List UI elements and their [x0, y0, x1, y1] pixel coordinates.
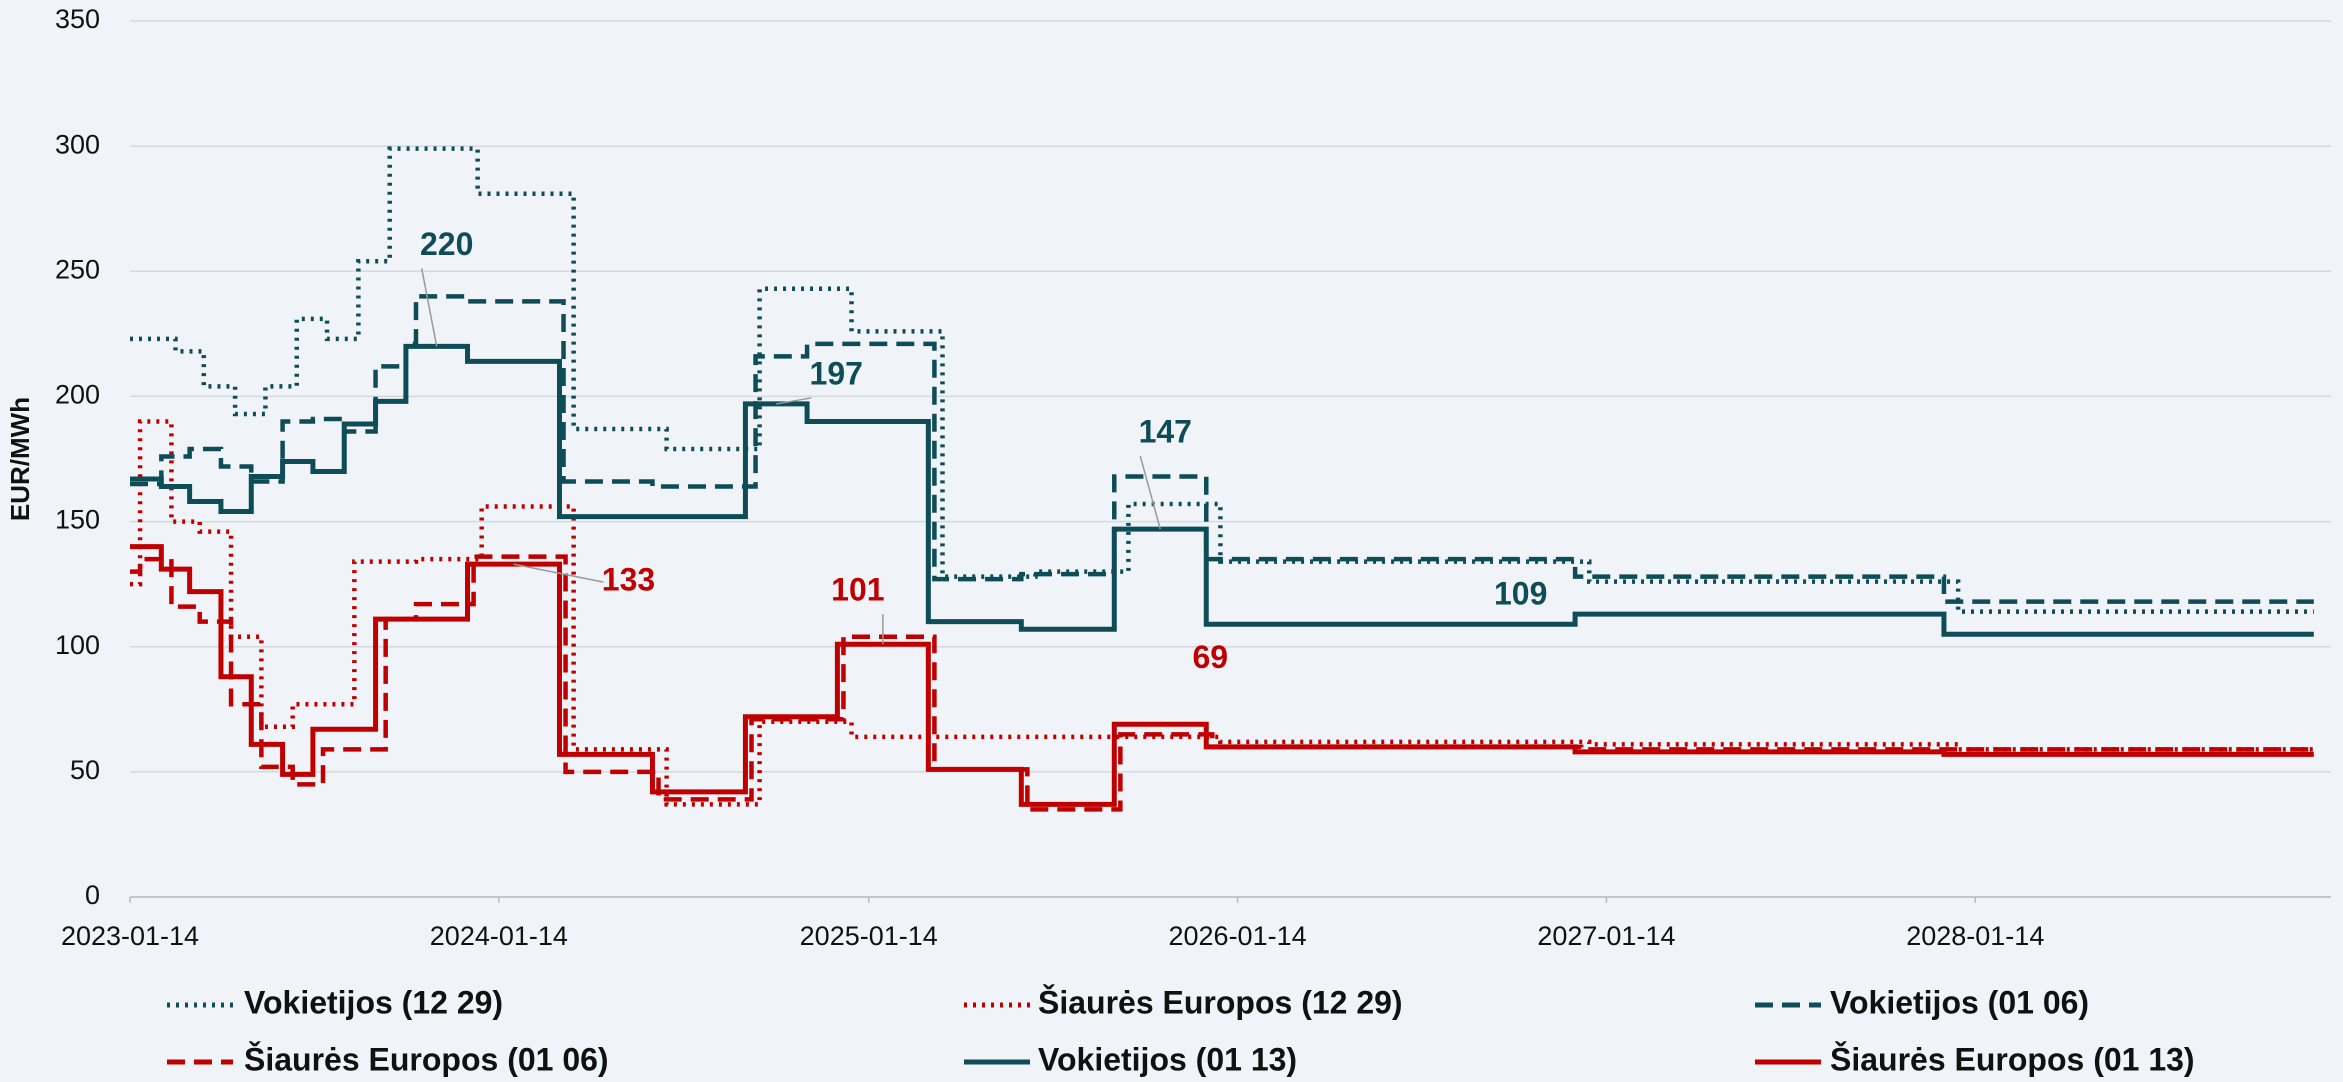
y-tick-label: 350 — [55, 4, 100, 34]
y-tick-label: 300 — [55, 129, 100, 159]
x-tick-label: 2024-01-14 — [430, 921, 568, 951]
data-label: 133 — [602, 562, 655, 598]
y-tick-label: 200 — [55, 380, 100, 410]
data-label: 109 — [1494, 576, 1547, 612]
data-label: 197 — [810, 355, 863, 391]
legend-label: Vokietijos (01 13) — [1038, 1041, 1297, 1077]
series-line — [130, 343, 2314, 637]
legend-label: Šiaurės Europos (01 13) — [1830, 1041, 2195, 1077]
x-tick-label: 2025-01-14 — [800, 921, 938, 951]
series-line — [130, 544, 2314, 807]
legend-label: Šiaurės Europos (12 29) — [1038, 984, 1403, 1020]
data-label: 147 — [1139, 414, 1192, 450]
annotation-leader — [420, 268, 438, 347]
legend-label: Vokietijos (12 29) — [244, 984, 503, 1020]
y-tick-label: 100 — [55, 630, 100, 660]
y-tick-label: 50 — [70, 755, 100, 785]
data-label: 69 — [1192, 639, 1228, 675]
x-tick-label: 2026-01-14 — [1169, 921, 1307, 951]
y-tick-label: 0 — [85, 880, 100, 910]
y-tick-label: 250 — [55, 254, 100, 284]
y-axis-label: EUR/MWh — [5, 397, 35, 521]
data-label: 101 — [831, 572, 884, 608]
series-line — [130, 294, 2314, 604]
legend-label: Šiaurės Europos (01 06) — [244, 1041, 609, 1077]
x-tick-label: 2028-01-14 — [1906, 921, 2044, 951]
x-tick-label: 2027-01-14 — [1537, 921, 1675, 951]
data-label: 220 — [420, 226, 473, 262]
annotation-leader — [513, 563, 604, 583]
legend-label: Vokietijos (01 06) — [1830, 984, 2089, 1020]
x-tick-label: 2023-01-14 — [61, 921, 199, 951]
annotation-leader — [1139, 455, 1161, 530]
annotation-leader — [776, 397, 812, 405]
y-tick-label: 150 — [55, 505, 100, 535]
